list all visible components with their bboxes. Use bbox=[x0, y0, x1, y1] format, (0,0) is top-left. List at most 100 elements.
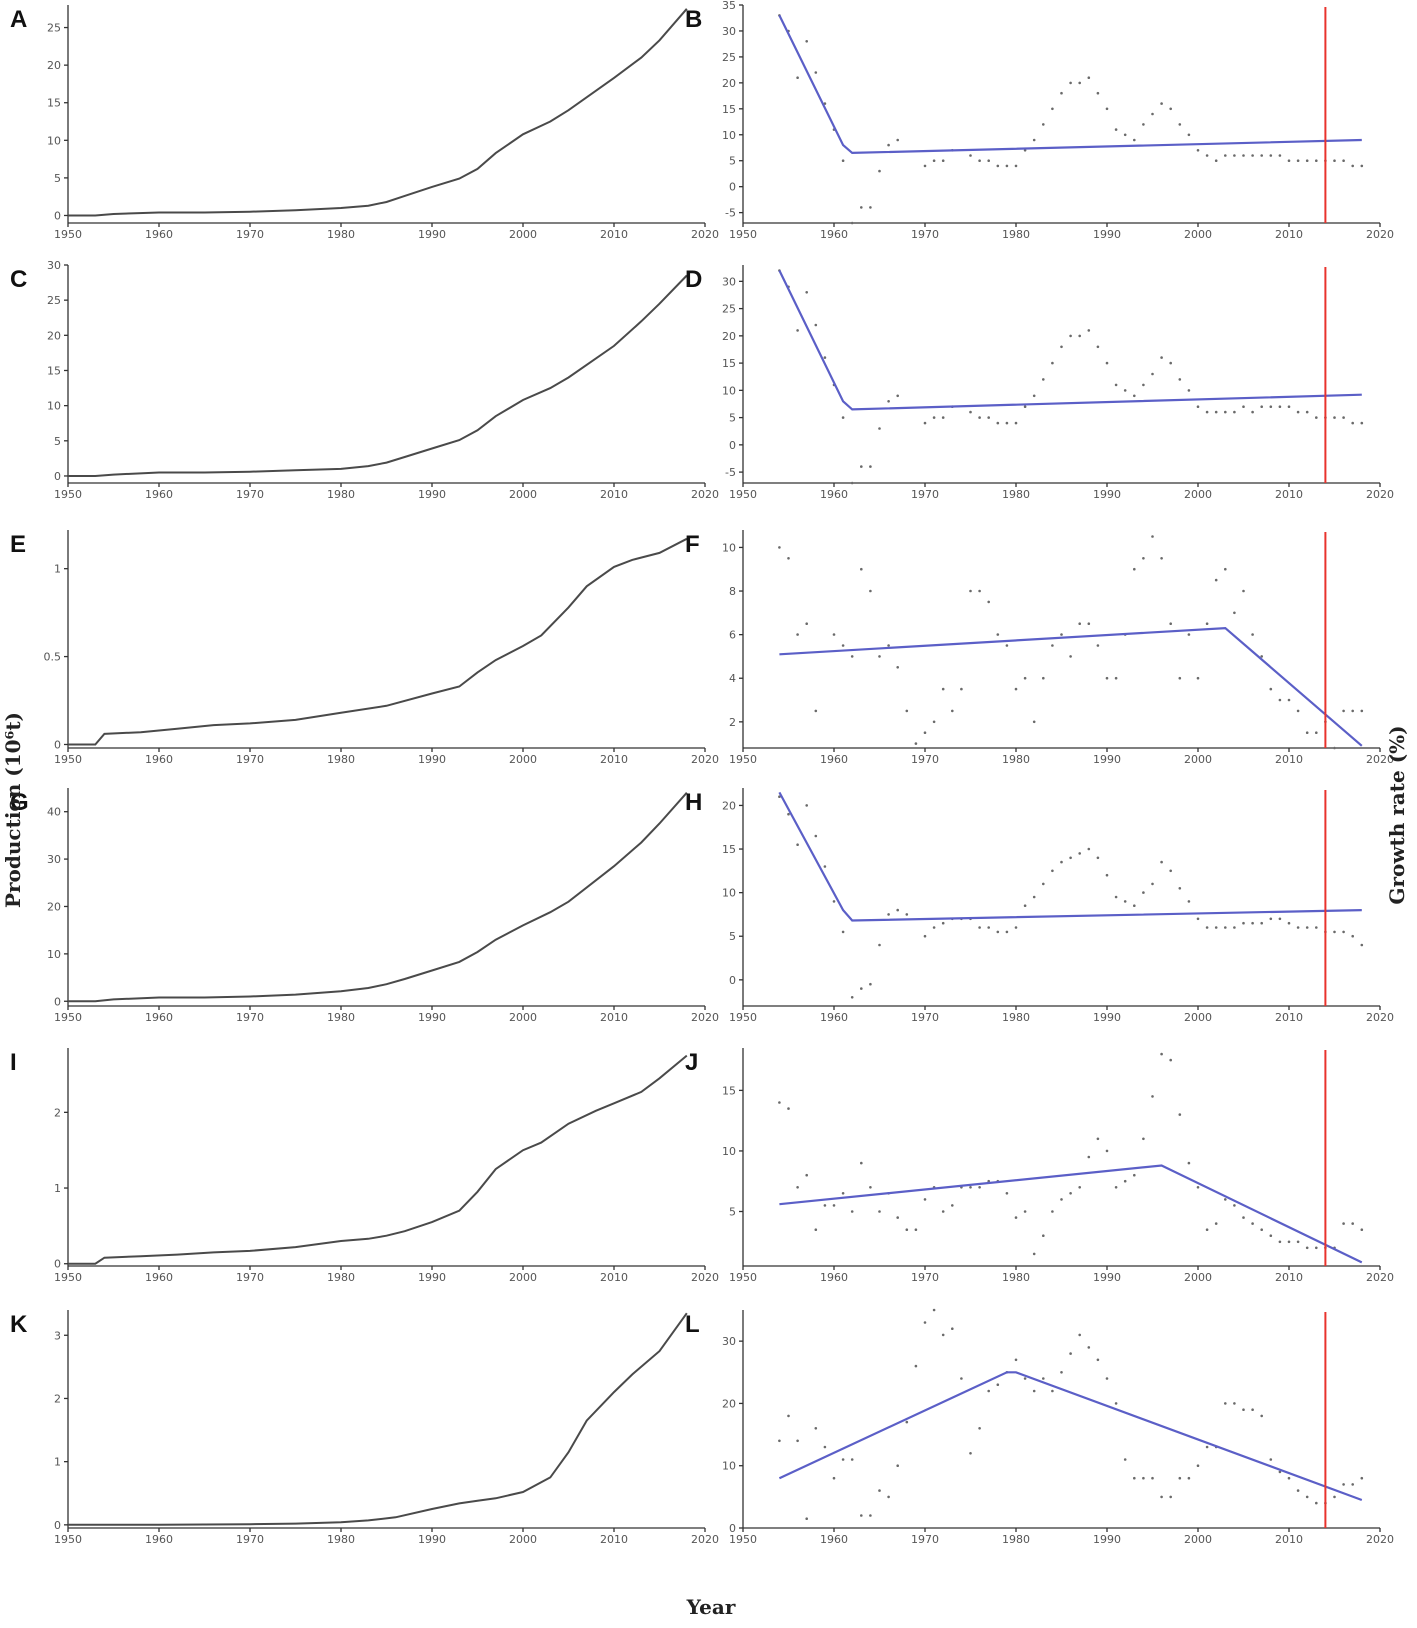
data-point bbox=[832, 1476, 836, 1480]
data-point bbox=[1142, 1137, 1145, 1141]
data-point bbox=[1160, 356, 1163, 359]
x-tick-label: 2020 bbox=[1366, 753, 1394, 766]
x-tick-label: 2000 bbox=[509, 753, 537, 766]
data-point bbox=[1087, 847, 1091, 851]
data-point bbox=[814, 709, 818, 713]
data-point bbox=[1296, 1240, 1300, 1244]
data-point bbox=[1278, 1240, 1282, 1244]
data-point bbox=[850, 1458, 854, 1461]
data-point bbox=[1305, 1495, 1309, 1499]
data-point bbox=[1187, 133, 1191, 137]
y-tick-label: 2 bbox=[729, 716, 736, 729]
data-point bbox=[796, 329, 799, 332]
data-point bbox=[1178, 1476, 1182, 1480]
y-tick-label: 1 bbox=[54, 1456, 61, 1469]
data-point bbox=[896, 1216, 899, 1219]
y-tick-label: 6 bbox=[729, 629, 736, 642]
data-point bbox=[1196, 1464, 1200, 1467]
y-tick-label: 10 bbox=[47, 948, 61, 961]
data-point bbox=[932, 926, 936, 929]
x-tick-label: 1970 bbox=[236, 1271, 264, 1284]
data-point bbox=[1224, 1402, 1227, 1405]
data-point bbox=[869, 206, 872, 209]
data-point bbox=[778, 1101, 781, 1104]
data-point bbox=[1133, 1476, 1136, 1480]
x-tick-label: 1960 bbox=[820, 1271, 848, 1284]
data-point bbox=[1051, 869, 1054, 873]
data-point bbox=[1078, 334, 1081, 338]
panel-letter-g: G bbox=[10, 789, 29, 816]
data-point bbox=[1214, 1222, 1218, 1225]
data-point bbox=[1160, 557, 1163, 560]
data-point bbox=[896, 666, 899, 669]
data-point bbox=[1169, 869, 1172, 873]
data-point bbox=[1315, 1246, 1318, 1250]
x-tick-label: 1950 bbox=[729, 228, 757, 241]
x-tick-label: 2020 bbox=[691, 488, 719, 501]
x-tick-label: 1990 bbox=[418, 1011, 446, 1024]
data-point bbox=[1060, 1198, 1063, 1201]
data-point bbox=[805, 40, 808, 43]
data-point bbox=[1042, 1234, 1045, 1237]
x-tick-label: 1960 bbox=[145, 1271, 173, 1284]
trend-fit-line bbox=[778, 270, 1362, 411]
data-point bbox=[1278, 405, 1282, 409]
panel-h: H 1950 1960 1970 1980 1990 2000 2010 2020 0 5 10 15 2… bbox=[685, 788, 1394, 1024]
panel-e: E 1950 1960 1970 1980 1990 2000 2010 2020 0 0.5 1 bbox=[10, 530, 719, 766]
production-line bbox=[68, 1054, 688, 1265]
x-tick-label: 1950 bbox=[54, 753, 82, 766]
data-point bbox=[1142, 557, 1145, 560]
data-point bbox=[1078, 81, 1081, 85]
x-tick-label: 1980 bbox=[327, 1011, 355, 1024]
data-point bbox=[923, 731, 927, 734]
y-tick-label: 40 bbox=[47, 806, 61, 819]
data-point bbox=[978, 416, 981, 419]
data-point bbox=[887, 644, 890, 647]
data-point bbox=[841, 416, 845, 419]
data-point bbox=[1032, 1389, 1036, 1393]
data-point bbox=[1342, 930, 1345, 934]
data-point bbox=[1342, 416, 1345, 419]
data-point bbox=[1023, 149, 1027, 152]
data-point bbox=[1023, 1377, 1027, 1380]
production-line bbox=[68, 274, 688, 477]
x-tick-label: 2000 bbox=[1184, 1011, 1212, 1024]
y-tick-label: 35 bbox=[722, 0, 736, 12]
data-point bbox=[996, 930, 1000, 934]
data-point bbox=[841, 930, 845, 934]
data-point bbox=[1096, 345, 1100, 349]
data-point bbox=[1287, 1476, 1291, 1480]
y-tick-label: 0.5 bbox=[44, 651, 62, 664]
data-point bbox=[1278, 698, 1282, 702]
data-point bbox=[1333, 1495, 1336, 1499]
panel-c: C 1950 1960 1970 1980 1990 2000 2010 2020 0 5 10 15 2… bbox=[10, 259, 719, 501]
data-point bbox=[1224, 154, 1227, 157]
data-point bbox=[878, 655, 881, 658]
data-point bbox=[1142, 383, 1145, 387]
data-point bbox=[1360, 709, 1364, 713]
y-tick-label: -5 bbox=[725, 466, 736, 479]
data-point bbox=[1305, 1246, 1309, 1250]
data-point bbox=[1242, 405, 1245, 409]
data-point bbox=[1032, 895, 1036, 899]
x-tick-label: 1960 bbox=[820, 228, 848, 241]
x-tick-label: 1960 bbox=[145, 228, 173, 241]
data-point bbox=[1205, 622, 1209, 625]
x-tick-label: 1960 bbox=[820, 488, 848, 501]
data-point bbox=[1087, 1155, 1091, 1159]
data-point bbox=[1351, 421, 1354, 425]
data-point bbox=[787, 1107, 790, 1110]
data-point bbox=[905, 709, 909, 713]
data-point bbox=[1224, 567, 1227, 571]
data-point bbox=[1333, 930, 1336, 934]
y-tick-label: 1 bbox=[54, 1182, 61, 1195]
data-point bbox=[832, 1204, 836, 1207]
data-point bbox=[996, 1383, 1000, 1386]
y-tick-label: 15 bbox=[722, 1084, 736, 1097]
data-point bbox=[1224, 926, 1227, 929]
data-point bbox=[832, 633, 836, 636]
x-tick-label: 1980 bbox=[1002, 228, 1030, 241]
data-point bbox=[1260, 921, 1263, 925]
x-tick-label: 1950 bbox=[729, 488, 757, 501]
y-tick-label: 0 bbox=[729, 1522, 736, 1535]
